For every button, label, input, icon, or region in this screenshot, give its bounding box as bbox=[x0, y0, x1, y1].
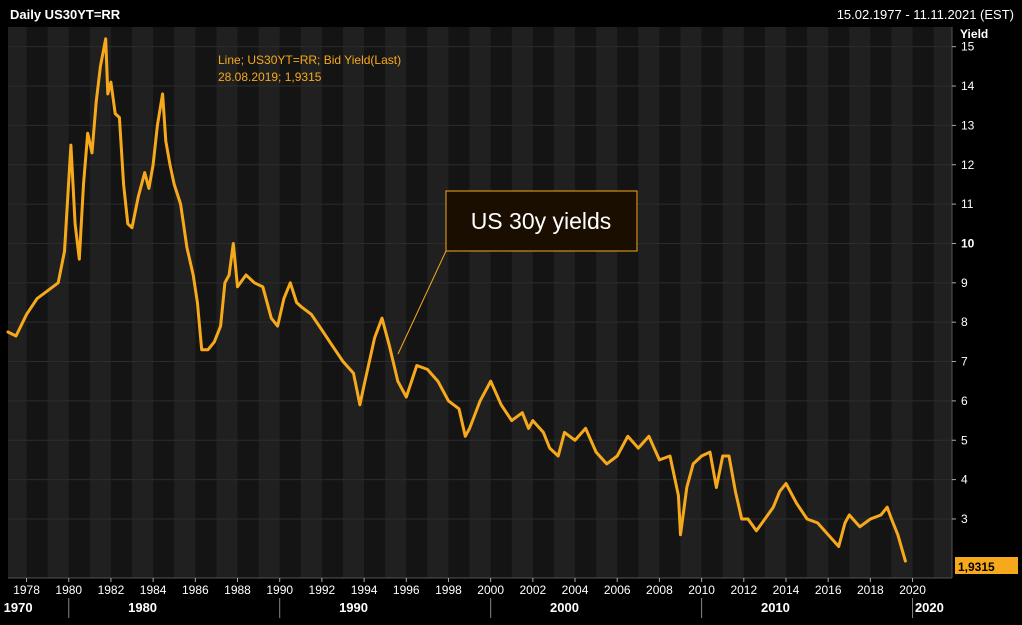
year-band bbox=[385, 27, 407, 578]
x-tick-label: 2008 bbox=[646, 583, 673, 597]
year-band bbox=[596, 27, 618, 578]
last-value-label: 1,9315 bbox=[958, 560, 995, 574]
y-tick-label: 4 bbox=[961, 473, 968, 487]
annotation-box bbox=[445, 190, 638, 252]
y-tick-label: 8 bbox=[961, 315, 968, 329]
x-tick-label: 2006 bbox=[604, 583, 631, 597]
chart-title: Daily US30YT=RR bbox=[10, 7, 121, 22]
x-tick-label: 2020 bbox=[899, 583, 926, 597]
x-tick-label: 2012 bbox=[730, 583, 757, 597]
decade-label: 2010 bbox=[761, 600, 790, 615]
x-tick-label: 1992 bbox=[309, 583, 336, 597]
last-value-tag bbox=[955, 557, 1018, 574]
year-band bbox=[427, 27, 449, 578]
year-band bbox=[469, 27, 491, 578]
year-band bbox=[47, 27, 69, 578]
x-tick-label: 1994 bbox=[351, 583, 378, 597]
series-line bbox=[6, 37, 907, 563]
annotation-leader-line bbox=[397, 250, 447, 355]
year-band bbox=[553, 27, 576, 578]
year-band bbox=[722, 27, 744, 578]
y-tick-label: 6 bbox=[961, 394, 968, 408]
legend-line-2: 28.08.2019; 1,9315 bbox=[218, 70, 322, 84]
decade-label: 1980 bbox=[128, 600, 157, 615]
y-tick-label: 12 bbox=[961, 158, 975, 172]
y-tick-label: 7 bbox=[961, 355, 968, 369]
decade-label: 1970 bbox=[4, 600, 33, 615]
year-band bbox=[8, 27, 27, 578]
y-tick-label: 15 bbox=[961, 40, 975, 54]
year-band bbox=[891, 27, 913, 578]
year-band bbox=[342, 27, 365, 578]
year-band bbox=[511, 27, 533, 578]
x-tick-label: 1988 bbox=[224, 583, 251, 597]
y-tick-label: 11 bbox=[961, 197, 974, 211]
year-band bbox=[933, 27, 952, 578]
year-band bbox=[216, 27, 238, 578]
annotation-text: US 30y yields bbox=[471, 208, 612, 234]
decade-label: 1990 bbox=[339, 600, 368, 615]
x-tick-label: 2002 bbox=[519, 583, 546, 597]
year-band bbox=[680, 27, 702, 578]
x-tick-label: 2018 bbox=[857, 583, 884, 597]
y-tick-label: 9 bbox=[961, 276, 968, 290]
legend-line-1: Line; US30YT=RR; Bid Yield(Last) bbox=[218, 53, 401, 67]
decade-label: 2000 bbox=[550, 600, 579, 615]
x-tick-label: 1978 bbox=[13, 583, 40, 597]
x-tick-label: 1998 bbox=[435, 583, 462, 597]
y-tick-label: 5 bbox=[961, 433, 968, 447]
x-tick-label: 2000 bbox=[477, 583, 504, 597]
date-range: 15.02.1977 - 11.11.2021 (EST) bbox=[837, 7, 1014, 22]
year-band bbox=[638, 27, 660, 578]
y-axis-label: Yield bbox=[960, 27, 988, 41]
y-tick-label: 3 bbox=[961, 512, 968, 526]
x-tick-label: 2016 bbox=[815, 583, 842, 597]
x-tick-label: 2004 bbox=[562, 583, 589, 597]
y-tick-label: 10 bbox=[961, 236, 975, 250]
year-band bbox=[807, 27, 829, 578]
year-band bbox=[300, 27, 322, 578]
year-band bbox=[258, 27, 280, 578]
decade-label: 2020 bbox=[915, 600, 944, 615]
x-tick-label: 1990 bbox=[266, 583, 293, 597]
y-tick-label: 14 bbox=[961, 79, 975, 93]
x-tick-label: 1984 bbox=[140, 583, 167, 597]
x-tick-label: 2014 bbox=[773, 583, 800, 597]
year-band bbox=[89, 27, 111, 578]
y-tick-label: 13 bbox=[961, 118, 975, 132]
year-band bbox=[132, 27, 154, 578]
x-tick-label: 1980 bbox=[55, 583, 82, 597]
x-tick-label: 1996 bbox=[393, 583, 420, 597]
x-tick-label: 2010 bbox=[688, 583, 715, 597]
x-tick-label: 1986 bbox=[182, 583, 209, 597]
year-band bbox=[174, 27, 196, 578]
x-tick-label: 1982 bbox=[98, 583, 125, 597]
year-band bbox=[764, 27, 786, 578]
year-band bbox=[849, 27, 871, 578]
